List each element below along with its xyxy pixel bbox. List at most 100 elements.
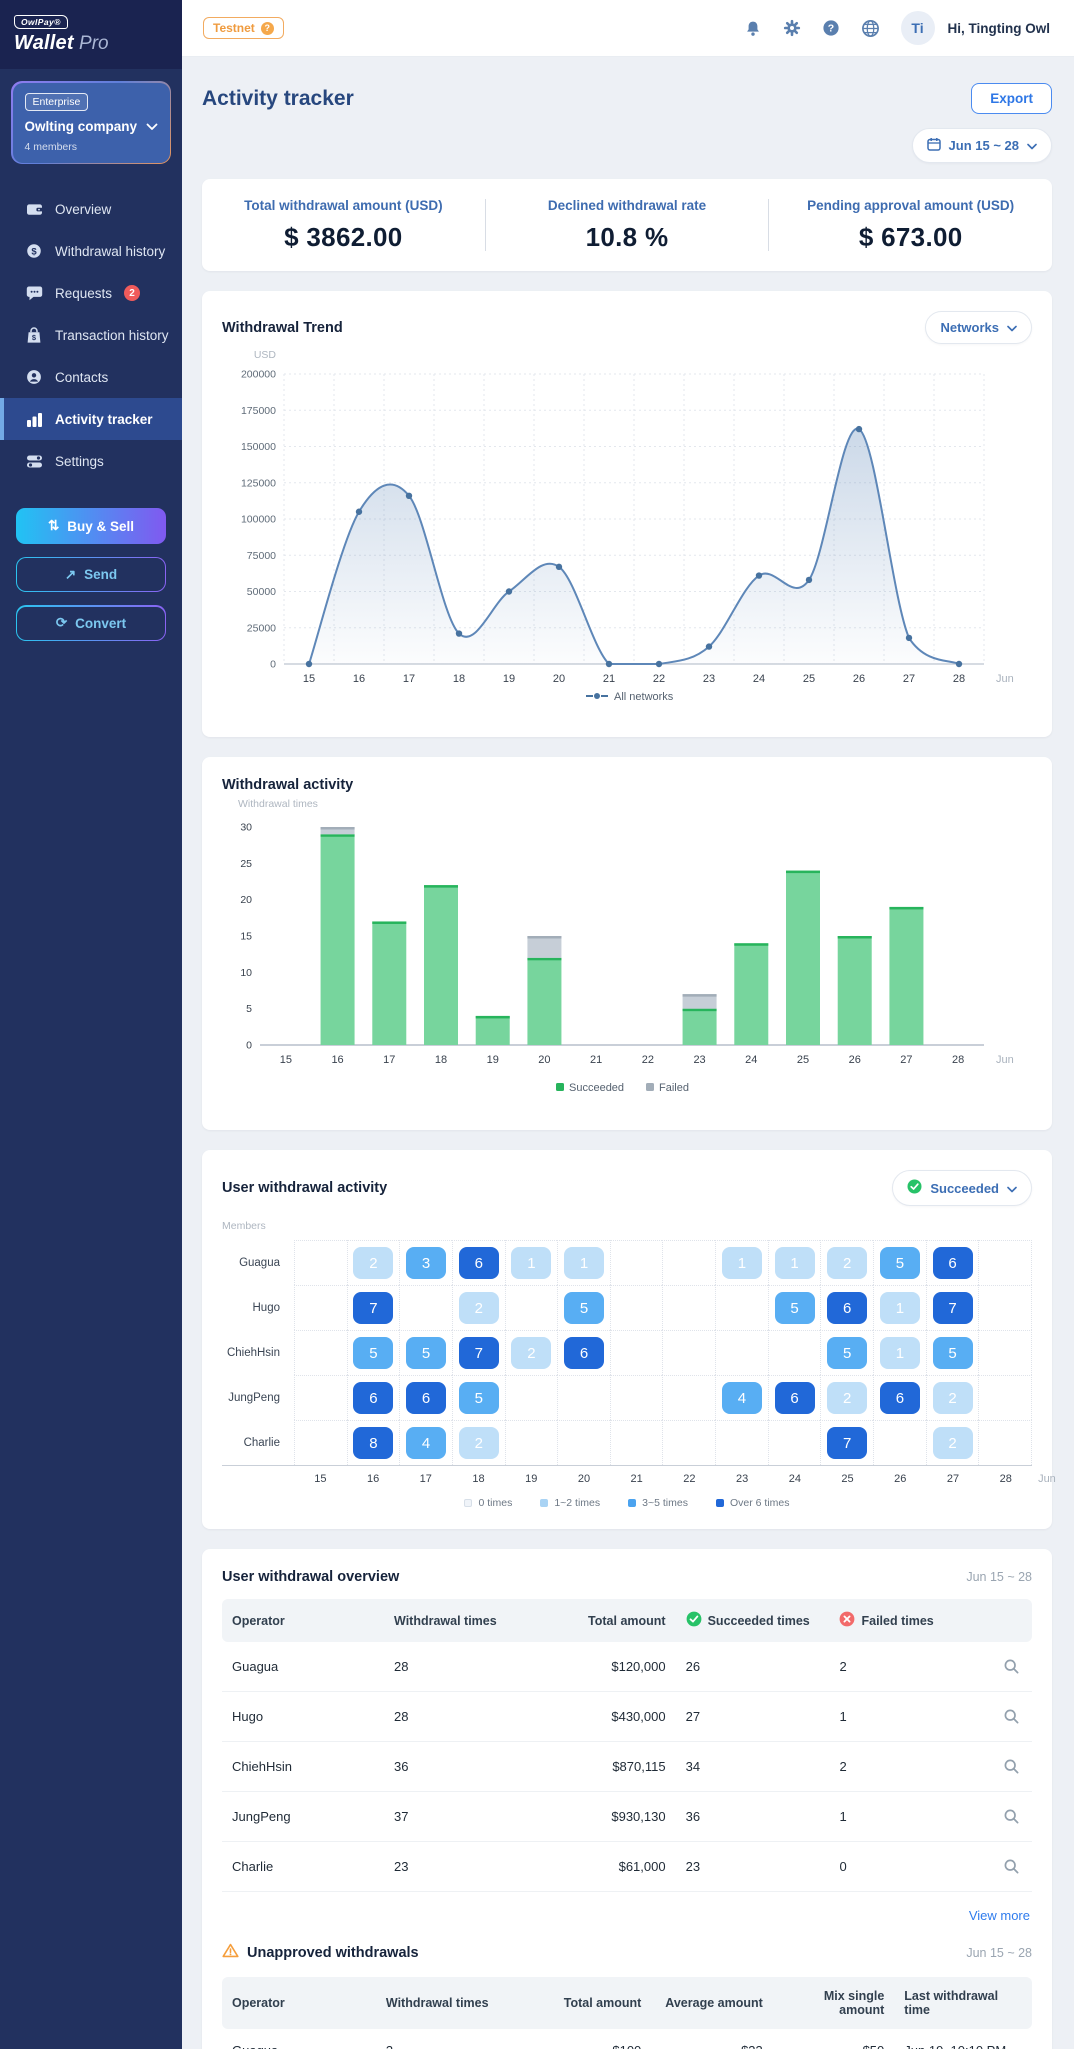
- unapproved-table-title: Unapproved withdrawals: [247, 1945, 419, 1961]
- heatmap-axis-tick: 22: [683, 1473, 696, 1485]
- sidebar-item-label: Overview: [55, 201, 112, 217]
- table-cell: 23: [384, 1841, 530, 1892]
- svg-text:27: 27: [903, 673, 915, 685]
- sidebar-item-label: Activity tracker: [55, 411, 153, 427]
- view-more-link[interactable]: View more: [968, 1908, 1030, 1923]
- column-header: Withdrawal times: [384, 1599, 530, 1642]
- heatmap-cell: [609, 1285, 663, 1330]
- table-row: Guagua 28 $120,000 26 2: [222, 1642, 1032, 1692]
- networks-dropdown-label: Networks: [940, 320, 999, 335]
- row-search-button[interactable]: [1001, 1706, 1022, 1727]
- svg-text:16: 16: [331, 1054, 343, 1066]
- heatmap-value: 5: [774, 1292, 815, 1324]
- heatmap-cell: [662, 1375, 716, 1420]
- heatmap-value: 5: [353, 1337, 394, 1369]
- column-header: Total amount: [521, 1977, 652, 2029]
- networks-dropdown[interactable]: Networks: [925, 311, 1032, 344]
- succeeded-dropdown-label: Succeeded: [930, 1180, 999, 1196]
- sidebar-item-label: Transaction history: [55, 327, 169, 343]
- requests-count-badge: 2: [124, 285, 141, 301]
- export-button[interactable]: Export: [971, 83, 1052, 114]
- gear-icon[interactable]: [783, 19, 801, 37]
- stat-1: Declined withdrawal rate 10.8 %: [486, 198, 769, 253]
- svg-text:28: 28: [952, 1054, 964, 1066]
- heatmap-cell: 1: [504, 1240, 558, 1285]
- bell-icon[interactable]: [744, 20, 762, 37]
- legend-swatch: [540, 1499, 549, 1507]
- heatmap-axis-tick: 19: [525, 1473, 538, 1485]
- table-cell: $120,000: [529, 1642, 676, 1692]
- heatmap-axis-tick: 20: [577, 1473, 591, 1485]
- heatmap-value: 6: [879, 1382, 920, 1414]
- overview-table-title: User withdrawal overview: [222, 1569, 400, 1585]
- heatmap-value: 5: [827, 1337, 868, 1369]
- heatmap-cell: 8: [346, 1420, 400, 1465]
- table-cell: 2: [829, 1642, 984, 1692]
- row-search-button[interactable]: [1001, 1856, 1022, 1877]
- table-cell: 27: [675, 1691, 830, 1742]
- svg-text:19: 19: [503, 673, 515, 685]
- globe-icon[interactable]: [861, 19, 880, 38]
- sidebar-item-withdrawal-history[interactable]: $ Withdrawal history: [0, 230, 182, 272]
- column-header: Average amount: [651, 1977, 773, 2029]
- heatmap-cell: [978, 1240, 1032, 1285]
- svg-text:0: 0: [246, 1040, 252, 1052]
- heatmap-value: 5: [564, 1292, 605, 1324]
- sidebar-item-requests[interactable]: Requests 2: [0, 272, 182, 314]
- heatmap-value: 1: [879, 1337, 920, 1369]
- succeeded-dropdown[interactable]: Succeeded: [892, 1170, 1032, 1206]
- sidebar-item-overview[interactable]: Overview: [0, 188, 182, 230]
- tier-badge: Enterprise: [24, 92, 89, 111]
- table-cell: Guagua: [222, 1642, 384, 1692]
- workspace-switcher[interactable]: Enterprise Owlting company 4 members: [12, 82, 170, 163]
- svg-text:26: 26: [849, 1054, 861, 1066]
- sidebar-item-activity-tracker[interactable]: Activity tracker: [0, 398, 182, 440]
- date-range-label: Jun 15 ~ 28: [948, 138, 1019, 153]
- heatmap-cell: 6: [557, 1330, 610, 1375]
- withdrawal-activity-card: Withdrawal activity Withdrawal times 0 5 10…: [202, 757, 1052, 1130]
- send-button[interactable]: ↗ Send: [17, 558, 165, 592]
- heatmap-cell: [662, 1285, 716, 1330]
- sidebar: OwlPay® Wallet Pro Enterprise Owlting co…: [0, 0, 182, 2049]
- heatmap-value: 4: [721, 1382, 762, 1414]
- table-cell: Hugo: [222, 1691, 384, 1742]
- convert-button[interactable]: ⟳ Convert: [17, 606, 165, 640]
- heatmap-month-label: Jun: [1038, 1473, 1056, 1485]
- heatmap-cell: [978, 1420, 1032, 1465]
- activity-title: Withdrawal activity: [222, 777, 354, 793]
- overview-date-range: Jun 15 ~ 28: [966, 1570, 1032, 1584]
- heatmap-value: 1: [564, 1247, 605, 1279]
- fail-icon: [839, 1611, 855, 1630]
- heatmap-value: 5: [458, 1382, 499, 1414]
- avatar[interactable]: Ti: [900, 11, 935, 45]
- heatmap-value: 6: [564, 1337, 605, 1369]
- heatmap-cell: 7: [820, 1420, 874, 1465]
- svg-text:$: $: [32, 333, 37, 342]
- sidebar-item-settings[interactable]: Settings: [0, 440, 182, 482]
- table-row: JungPeng 37 $930,130 36 1: [222, 1791, 1032, 1842]
- row-search-button[interactable]: [1001, 1756, 1022, 1777]
- testnet-badge[interactable]: Testnet ?: [203, 17, 284, 39]
- table-cell: [983, 1741, 1032, 1792]
- heatmap-cell: 1: [715, 1240, 768, 1285]
- svg-text:26: 26: [853, 673, 865, 685]
- table-cell: 28: [384, 1642, 530, 1692]
- heatmap-cell: [662, 1420, 716, 1465]
- tables-card: User withdrawal overview Jun 15 ~ 28 Ope…: [202, 1549, 1052, 2049]
- buy-sell-button[interactable]: ⇅ Buy & Sell: [16, 508, 166, 544]
- heatmap-value: 2: [932, 1382, 973, 1414]
- table-cell: 37: [384, 1791, 530, 1842]
- row-search-button[interactable]: [1001, 1806, 1022, 1827]
- table-cell: $930,130: [529, 1791, 676, 1842]
- sidebar-item-transaction-history[interactable]: $ Transaction history: [0, 314, 182, 356]
- svg-text:0: 0: [270, 659, 276, 671]
- row-search-button[interactable]: [1001, 1656, 1022, 1677]
- heatmap-axis-tick: 26: [894, 1473, 907, 1485]
- stat-divider: [768, 199, 770, 251]
- buy-sell-icon: ⇅: [47, 518, 60, 533]
- heatmap-row-chiehhsin: ChiehHsin 5 5 7 2 6 5 1 5: [222, 1330, 1032, 1375]
- date-range-picker[interactable]: Jun 15 ~ 28: [911, 128, 1052, 163]
- help-icon[interactable]: ?: [822, 19, 840, 37]
- heatmap-cell: 2: [504, 1330, 558, 1375]
- sidebar-item-contacts[interactable]: Contacts: [0, 356, 182, 398]
